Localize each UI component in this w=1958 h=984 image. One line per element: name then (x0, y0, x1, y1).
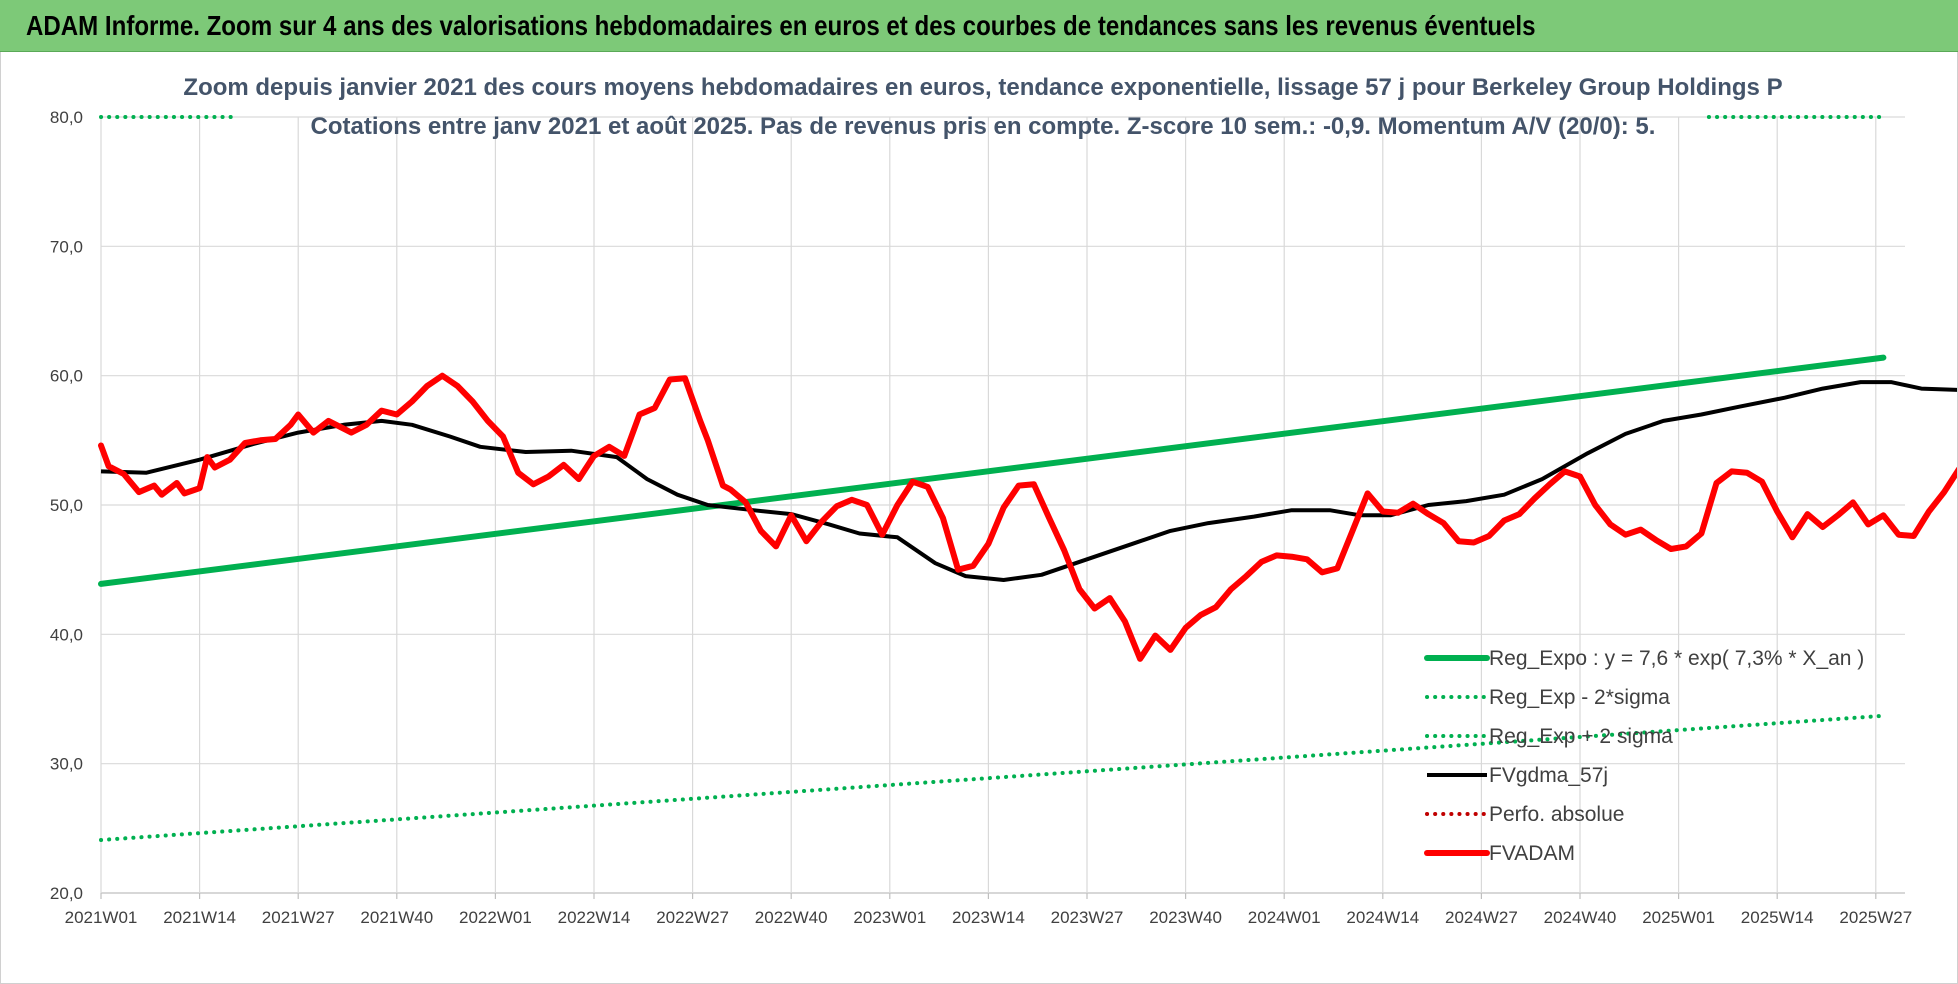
x-tick-label: 2025W27 (1839, 908, 1912, 927)
chart-frame: 20,0 30,0 40,0 50,0 60,0 70,0 80,0 2021W01 2021… (0, 52, 1958, 984)
x-tick-label: 2024W27 (1445, 908, 1518, 927)
x-tick-label: 2021W01 (65, 908, 138, 927)
x-axis-ticks: 2021W01 2021W14 2021W27 2021W40 2022W01 2022W… (65, 908, 1913, 927)
x-tick-label: 2024W40 (1544, 908, 1617, 927)
x-tick-label: 2022W14 (558, 908, 631, 927)
x-tick-label: 2022W27 (656, 908, 729, 927)
x-tick-label: 2023W01 (853, 908, 926, 927)
legend-label-perfo-absolue: Perfo. absolue (1489, 803, 1624, 826)
x-tick-label: 2025W01 (1642, 908, 1715, 927)
x-tick-label: 2021W14 (163, 908, 236, 927)
x-tick-label: 2023W14 (952, 908, 1025, 927)
chart-title-line2: Cotations entre janv 2021 et août 2025. … (311, 113, 1656, 140)
chart-legend: Reg_Expo : y = 7,6 * exp( 7,3% * X_an ) R… (1424, 647, 1864, 865)
series-reg-expo-y-7-6-exp-7-3-x-an (98, 354, 1887, 587)
x-tick-label: 2023W27 (1051, 908, 1124, 927)
series-reg-exp-2-sigma (99, 713, 1886, 842)
banner-title: ADAM Informe. Zoom sur 4 ans des valoris… (26, 10, 1536, 41)
report-banner: ADAM Informe. Zoom sur 4 ans des valoris… (0, 0, 1958, 52)
chart-grid (100, 116, 1905, 899)
x-tick-label: 2024W01 (1248, 908, 1321, 927)
x-tick-label: 2022W01 (459, 908, 532, 927)
x-tick-label: 2021W40 (360, 908, 433, 927)
y-tick-label: 70,0 (50, 237, 83, 256)
x-tick-label: 2022W40 (755, 908, 828, 927)
chart-title-line1: Zoom depuis janvier 2021 des cours moyen… (183, 74, 1782, 101)
legend-label-fvadam: FVADAM (1489, 842, 1575, 865)
x-tick-label: 2021W27 (262, 908, 335, 927)
y-tick-label: 80,0 (50, 108, 83, 127)
y-tick-label: 30,0 (50, 755, 83, 774)
legend-label-fvgdma-57j: FVgdma_57j (1489, 764, 1608, 787)
y-axis-ticks: 20,0 30,0 40,0 50,0 60,0 70,0 80,0 (50, 108, 83, 903)
y-tick-label: 20,0 (50, 884, 83, 903)
y-tick-label: 50,0 (50, 496, 83, 515)
x-tick-label: 2025W14 (1741, 908, 1814, 927)
y-tick-label: 60,0 (50, 367, 83, 386)
x-tick-label: 2024W14 (1346, 908, 1419, 927)
series-fvadam (98, 372, 1957, 662)
y-tick-label: 40,0 (50, 625, 83, 644)
legend-label-reg-exp-2-sigma: Reg_Exp + 2 sigma (1489, 725, 1673, 748)
legend-label-reg-expo-y-7-6-exp-7-3-x-an: Reg_Expo : y = 7,6 * exp( 7,3% * X_an ) (1489, 647, 1864, 670)
legend-label-reg-exp-2-sigma: Reg_Exp - 2*sigma (1489, 686, 1670, 709)
chart-svg: 20,030,040,050,060,070,080,0 2021W01 2021… (50, 74, 1957, 927)
chart-series (98, 115, 1957, 842)
x-tick-label: 2023W40 (1149, 908, 1222, 927)
series-fvgdma-57j (100, 380, 1957, 582)
